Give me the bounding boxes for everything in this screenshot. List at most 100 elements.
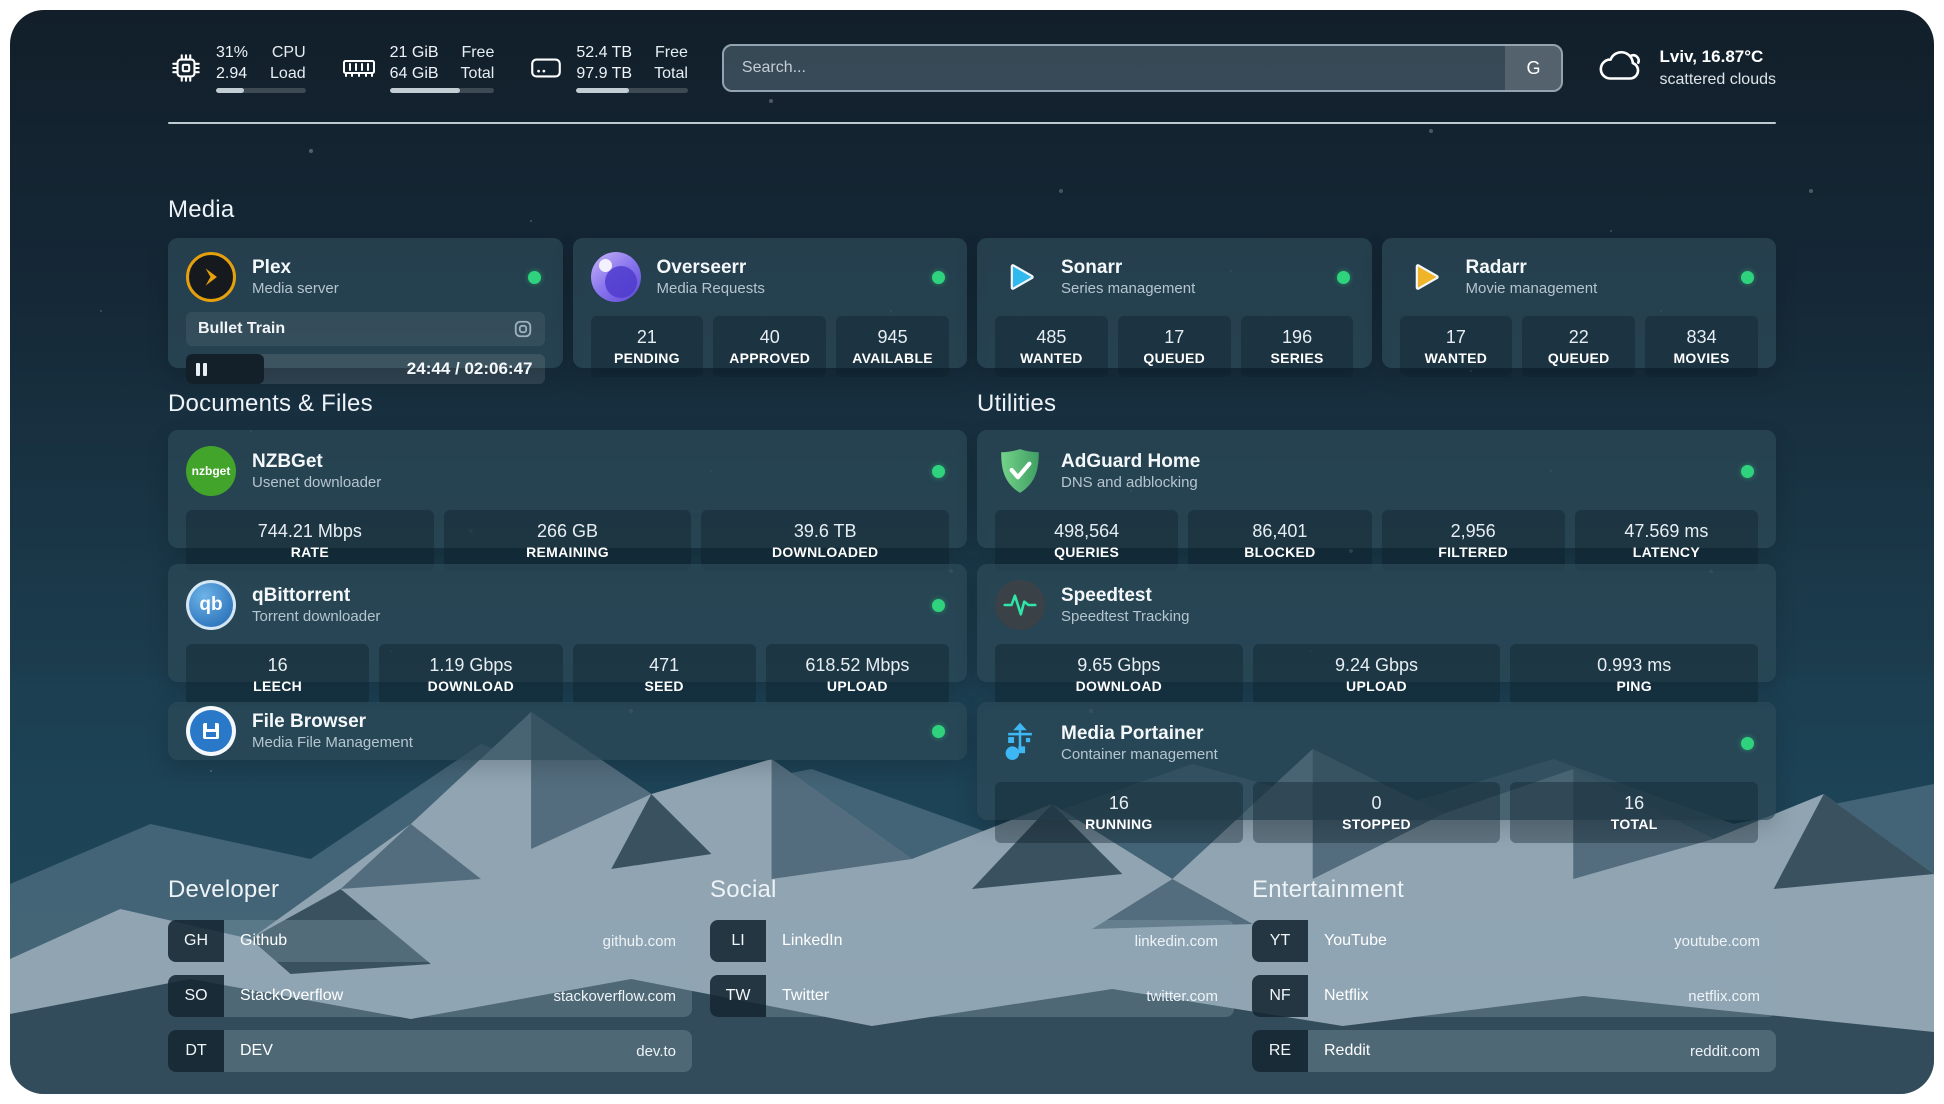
- status-online-dot: [932, 464, 945, 478]
- bookmark-group-social: Social LI LinkedIn linkedin.com TW Twitt…: [710, 876, 1234, 1085]
- bookmark-name: Twitter: [782, 987, 830, 1004]
- topbar-divider: [168, 122, 1776, 124]
- service-subtitle: Torrent downloader: [252, 607, 381, 625]
- search-engine-button[interactable]: G: [1505, 46, 1562, 90]
- section-media: Media Plex Media server Bullet: [168, 196, 1776, 384]
- stat-tile: 17 WANTED: [1399, 316, 1513, 378]
- service-title: Plex: [252, 256, 292, 278]
- pause-icon[interactable]: [196, 362, 207, 376]
- service-title: Overseerr: [656, 256, 747, 278]
- bookmark-group-entertainment: Entertainment YT YouTube youtube.com NF …: [1252, 876, 1776, 1085]
- service-card-portainer[interactable]: Media Portainer Container management 16 R…: [977, 702, 1776, 844]
- sonarr-icon: [995, 252, 1045, 302]
- now-playing-row: Bullet Train: [186, 312, 545, 346]
- service-card-speedtest[interactable]: Speedtest Speedtest Tracking 9.65 Gbps DO…: [977, 564, 1776, 706]
- bookmark-name: StackOverflow: [240, 987, 344, 1004]
- service-card-nzbget[interactable]: nzbget NZBGet Usenet downloader 744.21 M…: [168, 430, 967, 572]
- stat-tile: 39.6 TB DOWNLOADED: [701, 510, 950, 572]
- bookmark-linkedin[interactable]: LI LinkedIn linkedin.com: [710, 920, 1234, 962]
- stat-tile: 618.52 Mbps UPLOAD: [765, 644, 949, 706]
- service-card-adguard[interactable]: AdGuard Home DNS and adblocking 498,564 Q…: [977, 430, 1776, 572]
- stat-tile: 0 STOPPED: [1252, 782, 1501, 844]
- cpu-progressbar: [216, 88, 306, 94]
- speedtest-icon: [995, 580, 1045, 630]
- service-title: Radarr: [1465, 256, 1527, 278]
- bookmark-group-developer: Developer GH Github github.com SO StackO…: [168, 876, 692, 1085]
- service-subtitle: Container management: [1061, 745, 1218, 763]
- top-bar: 31% 2.94 CPU Load: [168, 40, 1776, 96]
- stat-tile: 196 SERIES: [1240, 316, 1354, 378]
- bookmark-abbr: NF: [1252, 975, 1308, 1017]
- stat-tile: 1.19 Gbps DOWNLOAD: [379, 644, 563, 706]
- bookmark-abbr: SO: [168, 975, 224, 1017]
- service-card-qbittorrent[interactable]: qb qBittorrent Torrent downloader 16 LEEC…: [168, 564, 967, 706]
- stat-tile: 485 WANTED: [995, 316, 1108, 378]
- section-title-utilities: Utilities: [977, 390, 1057, 417]
- service-card-overseerr[interactable]: Overseerr Media Requests 21 PENDING 40 APP…: [572, 238, 967, 378]
- service-subtitle: Usenet downloader: [252, 473, 382, 491]
- bookmark-netflix[interactable]: NF Netflix netflix.com: [1252, 975, 1776, 1017]
- radarr-icon: [1400, 252, 1450, 302]
- plex-icon: [186, 252, 236, 302]
- playback-elapsed: [186, 354, 265, 384]
- nzbget-icon: nzbget: [186, 446, 236, 496]
- service-title: Media Portainer: [1061, 722, 1204, 744]
- stat-tile: 945 AVAILABLE: [836, 316, 949, 378]
- bookmark-name: Github: [240, 932, 288, 949]
- disk-icon: [528, 53, 564, 83]
- stat-tile: 471 SEED: [572, 644, 756, 706]
- playback-progressbar[interactable]: 24:44 / 02:06:47: [186, 354, 545, 384]
- cpu-labels: CPU Load: [270, 43, 306, 82]
- service-card-plex[interactable]: Plex Media server Bullet Train: [168, 238, 563, 384]
- cpu-stat: 31% 2.94 CPU Load: [168, 43, 306, 94]
- status-online-dot: [1741, 736, 1754, 750]
- service-card-radarr[interactable]: Radarr Movie management 17 WANTED 22 QUEUE…: [1381, 238, 1776, 378]
- bookmark-github[interactable]: GH Github github.com: [168, 920, 692, 962]
- section-title-media: Media: [168, 196, 235, 223]
- section-documents: Documents & Files nzbget NZBGet Usenet d…: [168, 390, 967, 820]
- filebrowser-icon: [186, 706, 236, 756]
- bookmark-abbr: TW: [710, 975, 766, 1017]
- stat-tile: 2,956 FILTERED: [1381, 510, 1565, 572]
- memory-values: 21 GiB 64 GiB: [389, 43, 439, 82]
- cpu-icon: [168, 50, 204, 86]
- bookmark-youtube[interactable]: YT YouTube youtube.com: [1252, 920, 1776, 962]
- bookmark-name: Reddit: [1324, 1042, 1371, 1059]
- system-stats: 31% 2.94 CPU Load: [168, 43, 688, 94]
- bookmark-name: DEV: [240, 1042, 273, 1059]
- dashboard-frame: 31% 2.94 CPU Load: [10, 10, 1934, 1094]
- bookmark-dev[interactable]: DT DEV dev.to: [168, 1030, 692, 1072]
- service-title: Sonarr: [1061, 256, 1123, 278]
- search-input[interactable]: [723, 46, 1506, 90]
- stat-tile: 40 APPROVED: [713, 316, 827, 378]
- memory-stat: 21 GiB 64 GiB Free Total: [340, 43, 495, 94]
- overseerr-icon: [590, 252, 641, 302]
- snow-speckles: [10, 10, 12, 12]
- bookmark-stackoverflow[interactable]: SO StackOverflow stackoverflow.com: [168, 975, 692, 1017]
- status-online-dot: [932, 270, 945, 284]
- service-subtitle: Movie management: [1465, 279, 1598, 297]
- service-card-filebrowser[interactable]: File Browser Media File Management: [168, 702, 967, 760]
- service-card-sonarr[interactable]: Sonarr Series management 485 WANTED 17 QUE…: [977, 238, 1372, 378]
- stat-tile: 744.21 Mbps RATE: [186, 510, 434, 572]
- service-title: NZBGet: [252, 450, 323, 472]
- bookmark-abbr: YT: [1252, 920, 1308, 962]
- bookmark-name: LinkedIn: [782, 932, 843, 949]
- stat-tile: 498,564 QUERIES: [995, 510, 1179, 572]
- bookmark-abbr: RE: [1252, 1030, 1308, 1072]
- bookmark-twitter[interactable]: TW Twitter twitter.com: [710, 975, 1234, 1017]
- playback-time: 24:44 / 02:06:47: [406, 359, 533, 378]
- qbittorrent-icon: qb: [186, 580, 236, 630]
- adguard-icon: [995, 446, 1045, 496]
- bookmark-abbr: GH: [168, 920, 224, 962]
- bookmark-url: stackoverflow.com: [553, 987, 676, 1005]
- weather-widget[interactable]: Lviv, 16.87°C scattered clouds: [1597, 46, 1776, 91]
- bookmark-abbr: LI: [710, 920, 766, 962]
- stat-tile: 9.24 Gbps UPLOAD: [1252, 644, 1501, 706]
- ram-icon: [340, 53, 378, 83]
- stat-tile: 16 TOTAL: [1510, 782, 1759, 844]
- bookmark-url: reddit.com: [1689, 1042, 1760, 1060]
- stat-tile: 0.993 ms PING: [1510, 644, 1759, 706]
- service-subtitle: Media server: [252, 279, 339, 297]
- bookmark-reddit[interactable]: RE Reddit reddit.com: [1252, 1030, 1776, 1072]
